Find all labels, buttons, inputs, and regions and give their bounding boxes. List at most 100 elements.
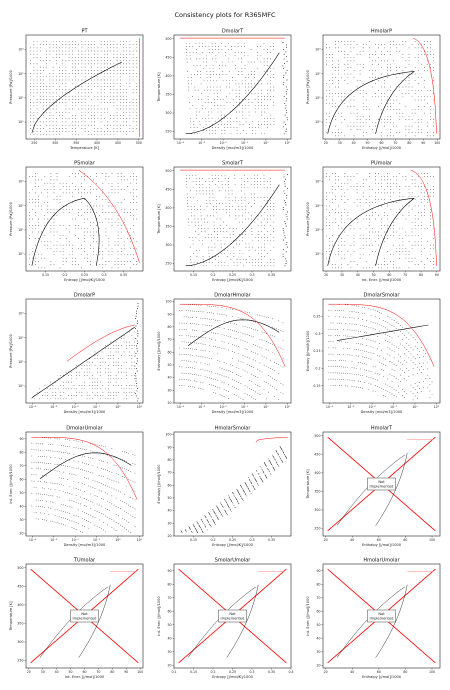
state-point (427, 387, 429, 389)
state-point (284, 237, 286, 239)
state-point (253, 181, 255, 182)
state-point (46, 462, 47, 464)
state-point (116, 70, 118, 71)
state-point (187, 77, 189, 78)
state-point (47, 218, 49, 220)
state-point (334, 328, 336, 330)
state-point (56, 241, 58, 243)
state-point (41, 254, 43, 256)
state-point (208, 252, 210, 254)
state-point (396, 202, 398, 204)
state-point (136, 313, 137, 315)
state-point (365, 109, 367, 111)
state-point (286, 119, 288, 121)
state-point (389, 386, 391, 387)
state-point (344, 221, 346, 223)
state-point (119, 76, 121, 78)
state-point (387, 218, 388, 220)
state-point (117, 173, 119, 174)
state-point (190, 310, 191, 312)
state-point (123, 111, 124, 113)
state-point (107, 388, 109, 390)
state-point (196, 304, 198, 306)
state-point (359, 73, 361, 75)
state-point (53, 199, 55, 200)
x-tick-label: 100 (434, 141, 440, 145)
state-point (343, 354, 344, 355)
state-point (248, 77, 249, 78)
state-point (223, 114, 225, 116)
state-point (195, 178, 197, 179)
state-point (63, 391, 64, 393)
state-point (65, 89, 67, 91)
state-point (192, 335, 193, 337)
state-point (136, 390, 138, 392)
state-point (102, 358, 104, 360)
state-point (370, 308, 372, 310)
state-point (433, 80, 434, 81)
state-point (280, 330, 282, 331)
state-point (49, 131, 51, 132)
state-point (236, 345, 238, 347)
state-point (207, 89, 209, 91)
state-point (326, 132, 327, 133)
state-point (417, 70, 419, 72)
state-point (402, 389, 403, 390)
state-point (393, 395, 395, 396)
state-point (204, 228, 206, 229)
state-point (241, 71, 243, 72)
state-point (411, 119, 413, 120)
state-point (41, 208, 43, 210)
state-point (132, 118, 134, 120)
state-point (280, 383, 282, 384)
state-point (183, 385, 185, 387)
state-point (117, 234, 119, 236)
state-point (335, 218, 337, 220)
state-point (416, 373, 418, 374)
state-point (135, 363, 137, 364)
state-point (97, 95, 99, 97)
state-point (220, 228, 221, 229)
state-point (91, 40, 92, 42)
state-point (111, 448, 113, 449)
state-point (375, 182, 376, 184)
state-point (410, 384, 412, 386)
y-tick-label: 0.35 (313, 314, 320, 318)
state-point (420, 212, 422, 213)
state-point (357, 386, 359, 388)
state-point (34, 398, 35, 400)
state-point (194, 386, 195, 388)
state-point (224, 117, 225, 119)
state-point (221, 262, 223, 264)
state-point (423, 208, 425, 210)
state-point (82, 462, 83, 464)
state-point (38, 179, 40, 181)
state-point (105, 446, 106, 448)
state-point (347, 83, 349, 85)
state-point (414, 205, 416, 207)
state-point (228, 206, 230, 207)
state-point (332, 199, 333, 200)
state-point (353, 112, 355, 114)
state-point (110, 73, 112, 74)
state-point (179, 310, 181, 311)
state-point (408, 132, 410, 133)
state-point (347, 304, 349, 306)
state-point (408, 192, 410, 194)
state-point (136, 370, 138, 372)
state-point (238, 96, 240, 97)
state-point (411, 208, 413, 210)
state-point (408, 63, 410, 65)
state-point (99, 264, 101, 265)
state-point (257, 46, 258, 47)
state-point (356, 109, 358, 111)
state-point (362, 83, 364, 85)
state-point (91, 108, 92, 110)
state-point (267, 391, 269, 393)
state-point (84, 449, 85, 450)
state-point (33, 92, 35, 94)
state-point (328, 341, 330, 342)
state-point (399, 115, 401, 117)
state-point (103, 79, 105, 81)
state-point (81, 267, 82, 269)
